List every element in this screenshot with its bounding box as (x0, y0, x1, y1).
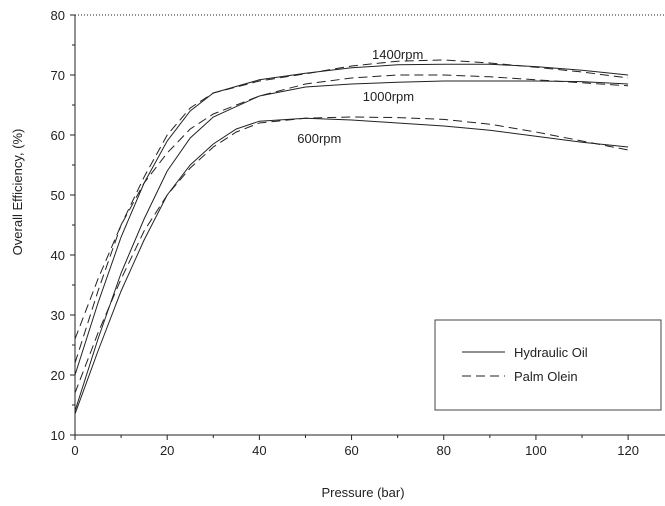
y-tick-label: 50 (51, 188, 65, 203)
legend: Hydraulic Oil Palm Olein (434, 319, 662, 411)
y-tick-label: 70 (51, 68, 65, 83)
annotation-1400rpm: 1400rpm (372, 47, 423, 62)
series-layer (74, 59, 629, 415)
y-tick-label: 10 (51, 428, 65, 443)
annotation-600rpm: 600rpm (297, 131, 341, 146)
x-tick-label: 100 (525, 443, 547, 458)
x-tick-label: 0 (71, 443, 78, 458)
y-tick-label: 20 (51, 368, 65, 383)
x-tick-label: 60 (344, 443, 358, 458)
legend-label-hydraulic-oil: Hydraulic Oil (514, 345, 588, 360)
y-tick-label: 30 (51, 308, 65, 323)
y-tick-label: 60 (51, 128, 65, 143)
x-tick-label: 80 (437, 443, 451, 458)
series-line-palm-olein-1400rpm (74, 59, 629, 364)
series-line-palm-olein-1000rpm (74, 74, 629, 340)
series-line-hydraulic-oil-600rpm (74, 117, 629, 415)
legend-label-palm-olein: Palm Olein (514, 369, 578, 384)
annotation-1000rpm: 1000rpm (363, 89, 414, 104)
x-tick-label: 120 (617, 443, 639, 458)
series-line-hydraulic-oil-1400rpm (74, 63, 629, 376)
annotations: 1400rpm 1000rpm 600rpm (297, 47, 423, 146)
legend-box (434, 319, 662, 411)
y-tick-label: 80 (51, 8, 65, 23)
x-tick-label: 20 (160, 443, 174, 458)
series-line-hydraulic-oil-1000rpm (74, 80, 629, 412)
y-tick-label: 40 (51, 248, 65, 263)
x-tick-label: 40 (252, 443, 266, 458)
axes: 0 20 40 60 80 100 120 10 20 30 40 50 60 70 80 (51, 8, 665, 458)
y-axis-title: Overall Efficiency, (%) (10, 129, 25, 256)
series-line-palm-olein-600rpm (74, 116, 629, 394)
x-axis-title: Pressure (bar) (321, 485, 404, 500)
